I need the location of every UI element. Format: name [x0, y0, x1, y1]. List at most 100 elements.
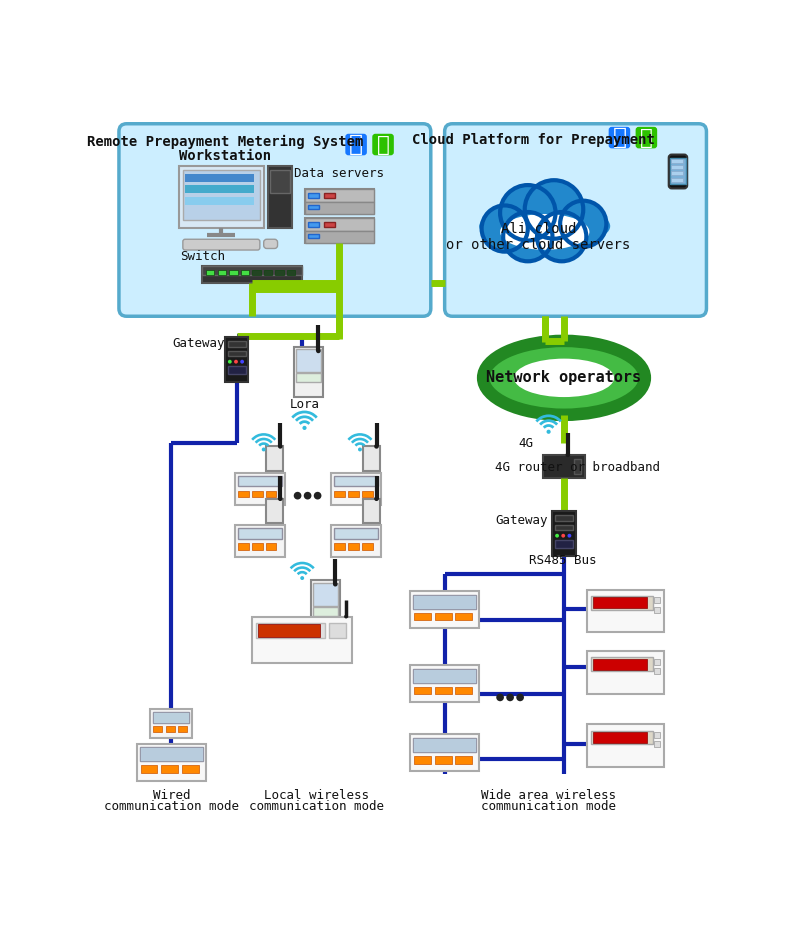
- Bar: [235, 472, 285, 505]
- Circle shape: [304, 492, 311, 499]
- Bar: [266, 491, 277, 497]
- Bar: [150, 709, 193, 739]
- Circle shape: [300, 576, 304, 580]
- Ellipse shape: [483, 341, 645, 415]
- Bar: [308, 193, 319, 197]
- Bar: [455, 686, 472, 695]
- Bar: [587, 590, 664, 632]
- Bar: [266, 543, 277, 550]
- Bar: [178, 726, 187, 732]
- Text: 4G: 4G: [518, 437, 533, 450]
- Text: Local wireless: Local wireless: [263, 789, 369, 802]
- Bar: [434, 755, 451, 764]
- Bar: [414, 612, 430, 621]
- Bar: [294, 347, 323, 397]
- Bar: [308, 234, 319, 238]
- Bar: [313, 583, 338, 606]
- Bar: [334, 528, 378, 539]
- Bar: [455, 612, 472, 621]
- Bar: [252, 616, 352, 663]
- Circle shape: [555, 534, 559, 538]
- Bar: [348, 543, 358, 550]
- Circle shape: [374, 496, 379, 501]
- Bar: [258, 625, 320, 637]
- Bar: [141, 765, 158, 773]
- Bar: [591, 657, 653, 671]
- Text: Wired: Wired: [153, 789, 190, 802]
- Bar: [362, 498, 379, 524]
- Bar: [185, 197, 254, 205]
- Bar: [591, 730, 653, 744]
- Bar: [554, 515, 574, 521]
- Bar: [266, 446, 283, 471]
- Circle shape: [500, 185, 555, 240]
- Bar: [413, 595, 476, 609]
- Text: Network operators: Network operators: [486, 370, 642, 385]
- Bar: [310, 581, 340, 630]
- Bar: [305, 189, 374, 214]
- Bar: [267, 166, 292, 228]
- Circle shape: [562, 534, 565, 538]
- Bar: [206, 270, 214, 276]
- Bar: [227, 341, 246, 347]
- Bar: [238, 476, 282, 486]
- Bar: [235, 525, 285, 557]
- Circle shape: [316, 349, 321, 353]
- Bar: [587, 651, 664, 694]
- Bar: [334, 543, 345, 550]
- Circle shape: [546, 430, 550, 434]
- FancyBboxPatch shape: [636, 127, 657, 149]
- FancyBboxPatch shape: [264, 239, 278, 249]
- Bar: [324, 223, 334, 227]
- Circle shape: [358, 448, 362, 452]
- Bar: [154, 712, 190, 723]
- Circle shape: [516, 694, 524, 701]
- Text: Remote Prepayment Metering System: Remote Prepayment Metering System: [87, 135, 363, 149]
- Bar: [227, 367, 246, 374]
- Bar: [554, 525, 574, 529]
- Circle shape: [314, 492, 322, 499]
- Bar: [654, 607, 660, 612]
- FancyBboxPatch shape: [372, 134, 394, 155]
- Bar: [238, 528, 282, 539]
- Circle shape: [302, 425, 306, 430]
- Text: Switch: Switch: [181, 251, 226, 264]
- Bar: [434, 612, 451, 621]
- Bar: [218, 270, 226, 276]
- Bar: [296, 373, 321, 382]
- Bar: [543, 454, 585, 478]
- Circle shape: [567, 534, 571, 538]
- Bar: [154, 712, 190, 723]
- Bar: [434, 686, 451, 695]
- Bar: [413, 739, 476, 752]
- Bar: [256, 623, 326, 638]
- Text: 支: 支: [613, 126, 626, 149]
- Circle shape: [496, 694, 504, 701]
- Bar: [654, 732, 660, 739]
- Bar: [591, 596, 653, 610]
- Bar: [670, 158, 686, 184]
- Text: 4G router or broadband: 4G router or broadband: [494, 462, 660, 474]
- Bar: [594, 732, 647, 742]
- Bar: [329, 623, 346, 638]
- Bar: [414, 755, 430, 764]
- Bar: [202, 266, 302, 275]
- Circle shape: [278, 444, 282, 449]
- Circle shape: [333, 582, 338, 586]
- Bar: [296, 350, 321, 372]
- Bar: [574, 459, 582, 474]
- Bar: [308, 223, 319, 227]
- Bar: [266, 498, 283, 524]
- Bar: [182, 765, 199, 773]
- Bar: [413, 595, 476, 609]
- Circle shape: [374, 444, 379, 449]
- Text: communication mode: communication mode: [481, 800, 616, 813]
- Bar: [362, 543, 373, 550]
- Bar: [334, 491, 345, 497]
- Bar: [362, 491, 373, 497]
- Bar: [238, 543, 249, 550]
- Bar: [185, 185, 254, 193]
- Bar: [238, 491, 249, 497]
- Circle shape: [228, 360, 232, 364]
- Bar: [140, 747, 203, 761]
